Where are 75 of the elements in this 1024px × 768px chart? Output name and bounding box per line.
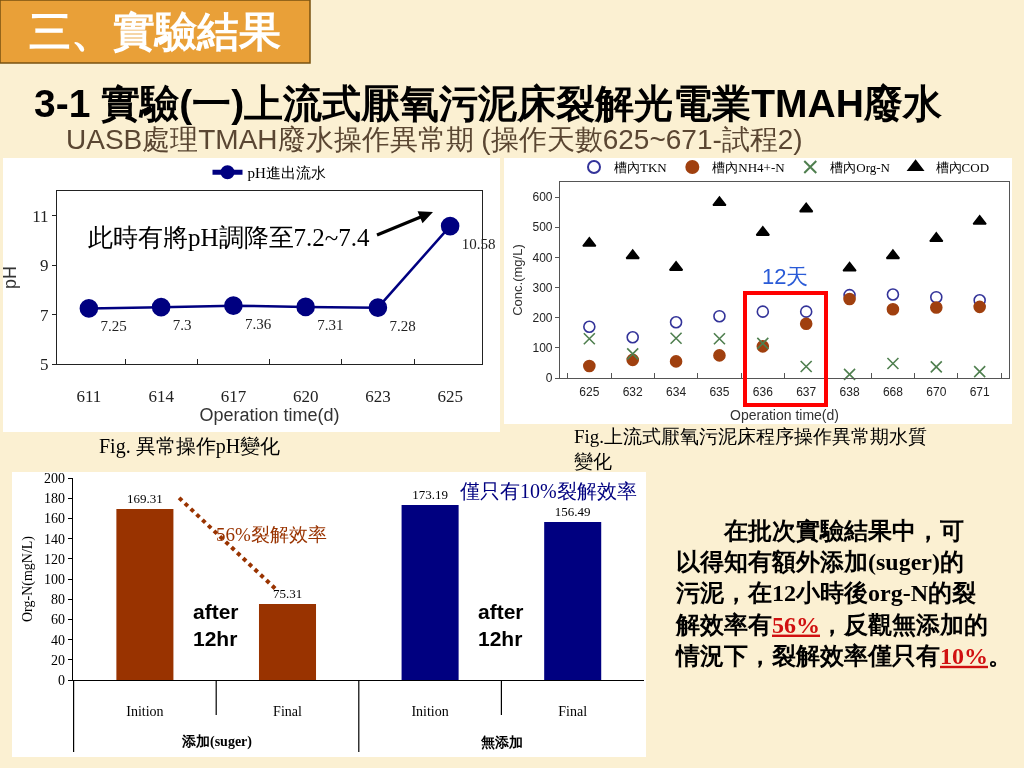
legend-label: 槽內TKN: [614, 160, 668, 176]
x-tick-label: 620: [292, 386, 319, 406]
x-tick-label: 638: [839, 384, 860, 399]
y-tick-label: 200: [532, 310, 553, 325]
y-tick-label: 180: [44, 491, 66, 507]
y-tick-label: 5: [40, 354, 49, 374]
x-tick-label: 623: [365, 386, 391, 406]
y-tick-label: 120: [44, 551, 66, 567]
x-axis-title: Operation time(d): [730, 406, 839, 423]
annotation: after 12hr: [478, 600, 524, 651]
y-tick-label: 100: [532, 341, 553, 356]
annotation: after 12hr: [193, 600, 239, 651]
text: 三、實驗結果: [29, 8, 281, 55]
data-label: 7.28: [389, 317, 416, 334]
x-axis-title: Operation time(d): [199, 405, 340, 426]
y-tick-label: 500: [532, 220, 553, 235]
x-tick-label: Final: [273, 703, 302, 719]
data-label: 7.31: [317, 316, 344, 333]
legend-label: 槽內Org-N: [830, 160, 891, 176]
y-tick-label: 20: [51, 652, 66, 668]
annotation: 僅只有10%裂解效率: [459, 480, 637, 502]
annotation: 56%裂解效率: [216, 524, 327, 545]
y-tick-label: 600: [532, 190, 553, 205]
data-label: 7.36: [245, 315, 272, 332]
x-tick-label: 625: [579, 384, 600, 399]
x-tick-label: 634: [666, 384, 687, 399]
legend-label: 槽內COD: [935, 160, 990, 176]
y-tick-label: 200: [44, 470, 66, 486]
text: UASB處理TMAH廢水操作異常期 (操作天數625~671-試程2): [66, 124, 803, 155]
y-axis-title: Conc.(mg/L): [510, 244, 526, 316]
y-axis-title: Org-N(mgN/L): [19, 535, 36, 623]
y-tick-label: 80: [51, 592, 66, 608]
text: 無添加: [480, 735, 523, 750]
text: 3-1 實驗(一)上流式厭氧污泥床裂解光電業TMAH廢水: [34, 82, 942, 125]
x-tick-label: 617: [220, 386, 247, 406]
x-tick-label: 625: [437, 386, 463, 406]
y-axis-title: pH: [0, 265, 21, 290]
y-tick-label: 9: [40, 256, 49, 276]
x-tick-label: Final: [558, 703, 588, 719]
y-tick-label: 400: [532, 250, 553, 265]
data-label: 7.3: [172, 317, 192, 334]
legend-label: 槽內NH4+-N: [712, 160, 786, 176]
annotation: 此時有將pH調降至7.2~7.4: [88, 224, 371, 251]
text: 添加(suger): [181, 734, 253, 750]
data-label: 7.25: [100, 318, 127, 335]
legend-label: pH進出流水: [247, 165, 326, 182]
x-tick-label: Inition: [126, 703, 164, 719]
x-tick-label: 668: [882, 384, 904, 399]
x-tick-label: 635: [709, 384, 730, 399]
data-label: 169.31: [127, 491, 163, 506]
x-tick-label: 671: [969, 384, 990, 399]
data-label: 156.49: [554, 503, 591, 519]
annotation: 12天: [762, 264, 809, 289]
y-tick-label: 7: [40, 305, 49, 325]
y-tick-label: 160: [44, 511, 66, 527]
x-tick-label: 637: [796, 384, 817, 399]
text: 在批次實驗結果中，可以得知有額外添加(suger)的污泥，在12小時後org-N的裂解效率有56%，反觀無添加的情況下，裂解效率僅只有10%。: [676, 518, 1012, 669]
text: Fig. 異常操作pH變化: [99, 435, 281, 458]
y-tick-label: 140: [44, 531, 66, 547]
x-tick-label: 614: [148, 386, 175, 406]
x-tick-label: 670: [926, 384, 947, 399]
x-tick-label: 632: [622, 384, 644, 399]
y-tick-label: 60: [51, 612, 66, 628]
text: Fig.上流式厭氧污泥床程序操作異常期水質變化: [574, 426, 928, 472]
y-tick-label: 0: [58, 672, 66, 688]
x-tick-label: 636: [752, 384, 774, 399]
y-tick-label: 300: [532, 280, 553, 295]
y-tick-label: 11: [32, 206, 49, 226]
x-tick-label: Inition: [411, 703, 449, 719]
y-tick-label: 100: [44, 571, 66, 587]
data-label: 173.19: [412, 487, 448, 503]
data-label: 75.31: [272, 585, 303, 601]
x-tick-label: 611: [76, 386, 102, 406]
y-tick-label: 40: [51, 632, 66, 648]
y-tick-label: 0: [545, 371, 553, 386]
